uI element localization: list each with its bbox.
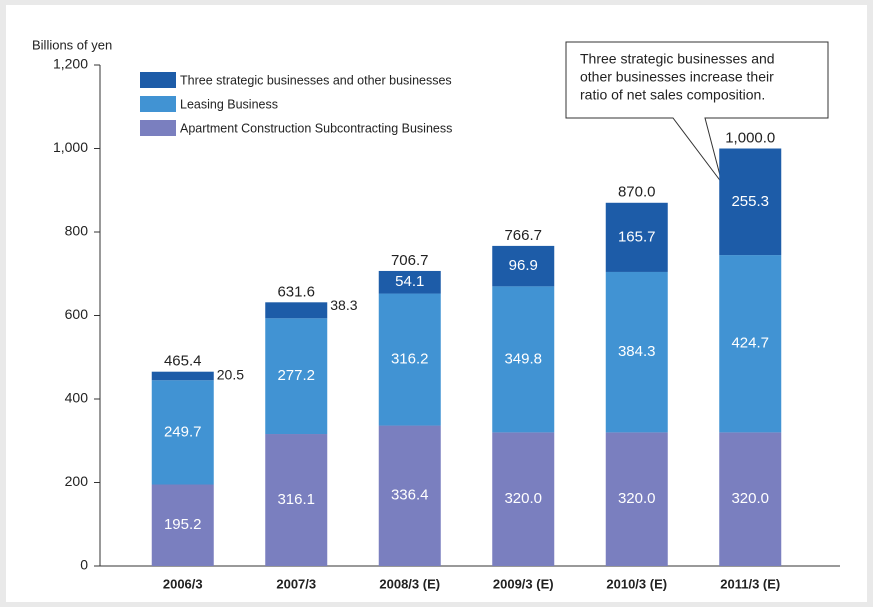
value-label: 195.2 [164,516,202,533]
bar-segment [151,380,214,485]
value-label: 20.5 [217,366,244,382]
bar-segment [265,302,328,319]
y-tick-label: 1,200 [53,56,88,72]
x-tick-label: 2010/3 (E) [606,576,667,591]
value-label: 96.9 [509,257,538,274]
value-label: 320.0 [618,490,656,507]
annotation-text: ratio of net sales composition. [580,87,765,103]
bar-segment [605,432,668,566]
value-label: 316.1 [277,491,315,508]
bar-segment [378,425,441,566]
value-label: 336.4 [391,487,429,504]
legend-label: Leasing Business [180,97,278,111]
legend-swatch [140,120,176,136]
bar-segment [151,484,214,566]
y-tick-label: 0 [80,557,88,573]
bar-segment [719,432,782,566]
total-label: 706.7 [391,252,429,269]
bar-segment [719,255,782,433]
y-axis-label: Billions of yen [32,37,112,52]
x-tick-label: 2011/3 (E) [720,576,780,591]
value-label: 316.2 [391,351,429,368]
y-tick-label: 200 [65,473,89,489]
x-tick-label: 2006/3 [163,576,203,591]
value-label: 424.7 [731,335,769,352]
value-label: 54.1 [395,273,424,290]
value-label: 320.0 [731,490,769,507]
y-tick-label: 800 [65,223,89,239]
bar-segment [492,245,555,287]
callout [565,41,829,184]
total-label: 1,000.0 [725,129,775,146]
legend-swatch [140,72,176,88]
bar-segment [719,148,782,256]
bar-segment [605,202,668,272]
bar-segment [378,270,441,294]
bar-segment [378,293,441,426]
total-label: 870.0 [618,184,656,201]
x-tick-label: 2007/3 [276,576,316,591]
legend-swatch [140,96,176,112]
bar-segment [605,271,668,433]
y-tick-label: 600 [65,306,89,322]
bar-segment [265,318,328,435]
total-label: 766.7 [504,227,542,244]
annotation-text: Three strategic businesses and [580,51,775,67]
value-label: 320.0 [504,490,542,507]
x-tick-label: 2009/3 (E) [493,576,554,591]
total-label: 631.6 [277,283,315,300]
total-label: 465.4 [164,353,202,370]
y-tick-label: 1,000 [53,139,88,155]
value-label: 384.3 [618,343,656,360]
legend-label: Apartment Construction Subcontracting Bu… [180,121,452,135]
value-label: 349.8 [504,350,542,367]
value-label: 38.3 [330,297,357,313]
y-tick-label: 400 [65,390,89,406]
bar-segment [265,434,328,566]
bar-segment [151,371,214,381]
legend-label: Three strategic businesses and other bus… [180,73,452,87]
value-label: 277.2 [277,367,315,384]
value-label: 165.7 [618,228,656,245]
bar-segment [492,432,555,566]
value-label: 255.3 [731,193,769,210]
x-tick-label: 2008/3 (E) [379,576,440,591]
annotation-text: other businesses increase their [580,69,774,85]
bar-segment [492,286,555,433]
value-label: 249.7 [164,423,202,440]
